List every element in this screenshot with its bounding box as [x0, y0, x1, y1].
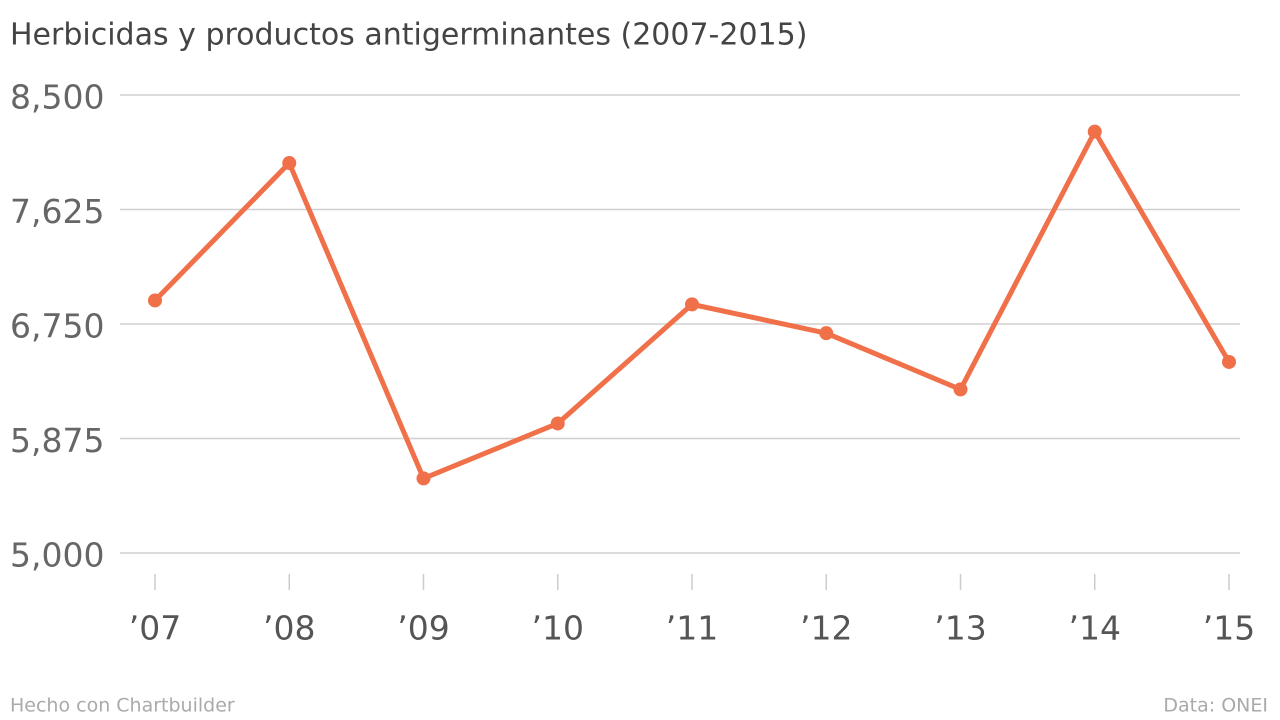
- y-tick-label: 6,750: [10, 307, 104, 346]
- x-tick-label: ’11: [666, 609, 718, 648]
- y-tick-label: 8,500: [10, 78, 104, 117]
- point: [416, 471, 431, 486]
- point: [550, 416, 565, 431]
- point: [1222, 354, 1236, 369]
- y-tick-label: 7,625: [10, 192, 104, 231]
- x-tick-label: ’15: [1203, 609, 1255, 648]
- x-tick-label: ’09: [397, 609, 449, 648]
- credit: Hecho con Chartbuilder: [10, 695, 235, 717]
- point: [953, 382, 968, 397]
- point: [1087, 124, 1102, 139]
- x-tick-label: ’10: [532, 609, 584, 648]
- point: [282, 156, 297, 171]
- point: [819, 326, 834, 341]
- x-tick-label: ’13: [934, 609, 986, 648]
- y-tick-label: 5,000: [10, 536, 104, 575]
- x-tick-label: ’12: [800, 609, 852, 648]
- source: Data: ONEI: [1163, 695, 1268, 717]
- point: [685, 297, 699, 312]
- x-tick-label: ’14: [1069, 609, 1121, 648]
- x-tick-label: ’08: [263, 609, 315, 648]
- y-tick-label: 5,875: [10, 421, 104, 460]
- x-tick-label: ’07: [129, 609, 181, 648]
- chart-title: Herbicidas y productos antigerminantes (…: [10, 18, 807, 53]
- point: [148, 293, 162, 308]
